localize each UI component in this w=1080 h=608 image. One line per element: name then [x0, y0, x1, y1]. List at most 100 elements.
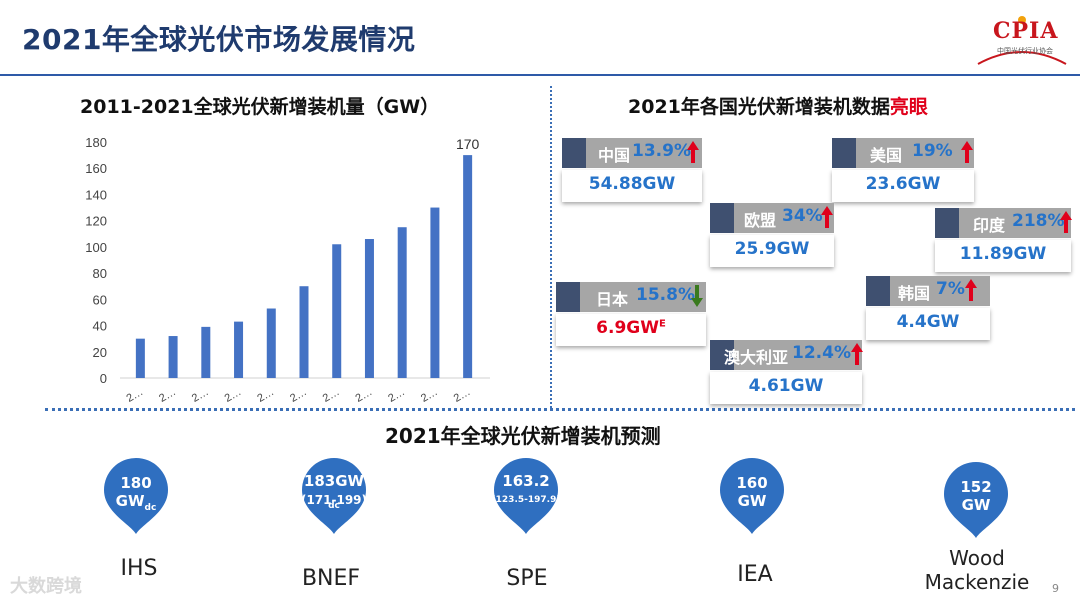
forecast-pin: 163.2 (123.5-197.9) — [490, 456, 562, 536]
forecast-line1: 160 — [736, 474, 768, 492]
y-tick-label: 20 — [93, 345, 107, 360]
country-growth: 19% — [912, 141, 953, 161]
country-value-box — [562, 170, 702, 202]
bar — [332, 244, 342, 378]
country-value-box — [832, 170, 974, 202]
country-growth: 13.9% — [632, 141, 691, 161]
country-name: 中国 — [598, 146, 631, 165]
countries-title: 2021年各国光伏新增装机数据亮眼 — [628, 92, 928, 119]
country-card: 澳大利亚 12.4% 4.61GW — [710, 340, 863, 406]
y-tick-label: 0 — [100, 371, 107, 386]
country-card: 欧盟 34% 25.9GW — [710, 203, 834, 269]
forecast-org: IEA — [737, 562, 773, 587]
country-value: 11.89GW — [935, 244, 1071, 264]
country-value-text: 54.88GW — [588, 174, 676, 194]
forecast-value: 152 GW — [940, 478, 1012, 521]
x-tick-label: 2… — [288, 386, 309, 405]
country-growth: 218% — [1012, 211, 1065, 231]
country-card: 中国 13.9% 54.88GW — [562, 138, 702, 204]
x-tick-label: 2… — [124, 386, 145, 405]
country-name: 印度 — [973, 216, 1006, 235]
y-tick-label: 180 — [85, 135, 107, 150]
country-card: 日本 15.8% 6.9GWE — [556, 282, 706, 348]
country-marker — [935, 208, 959, 238]
x-tick-label: 2… — [386, 386, 407, 405]
country-value-text: 25.9GW — [734, 239, 810, 259]
forecast-line1: 183GW — [303, 472, 365, 490]
country-value-box — [710, 372, 862, 404]
forecast-line1: 152 — [960, 478, 992, 496]
country-name: 韩国 — [898, 284, 931, 303]
x-tick-label: 2… — [255, 386, 276, 405]
forecast-line2: GW — [961, 496, 991, 514]
x-tick-label: 2… — [223, 386, 244, 405]
horizontal-divider — [45, 408, 1075, 411]
country-growth: 15.8% — [636, 285, 695, 305]
forecast-pin: 183GW dc (171-199) — [298, 456, 370, 536]
forecast-pin: 160 GW — [716, 456, 788, 536]
page-title: 2021年全球光伏市场发展情况 — [22, 23, 416, 56]
country-value: 54.88GW — [562, 174, 702, 194]
country-marker — [710, 340, 734, 370]
forecast-title: 2021年全球光伏新增装机预测 — [385, 424, 661, 448]
country-value-text: 23.6GW — [865, 174, 941, 194]
bar — [135, 338, 145, 378]
vertical-divider — [550, 86, 552, 408]
install-bar-chart: 0 20 40 60 80 100 120 140 160 180 2… 2… 2… 2… 2… 2… 2… 2…… — [85, 135, 490, 405]
country-value: 23.6GW — [832, 174, 974, 194]
y-tick-label: 120 — [85, 214, 107, 229]
forecast-line2: GW — [115, 492, 145, 510]
country-name: 欧盟 — [744, 211, 777, 230]
country-value-text: 4.61GW — [748, 376, 824, 396]
header-divider — [0, 74, 1080, 76]
forecast-value: 180 GWdc — [100, 474, 172, 517]
country-value-box — [556, 314, 706, 346]
country-value-box — [935, 240, 1071, 272]
arrow-up-icon — [851, 343, 863, 365]
country-growth: 7% — [936, 279, 965, 299]
country-value-text: 11.89GW — [959, 244, 1047, 264]
forecast-line1: 163.2 — [502, 472, 550, 490]
forecast-value: 163.2 — [490, 472, 562, 490]
y-tick-label: 160 — [85, 161, 107, 176]
x-tick-label: 2… — [157, 386, 178, 405]
country-growth: 12.4% — [792, 343, 851, 363]
country-header — [710, 340, 862, 370]
map-pin-icon — [720, 458, 784, 534]
country-value: 25.9GW — [710, 239, 834, 259]
countries-title-highlight: 亮眼 — [889, 96, 928, 118]
arrow-down-icon — [691, 285, 703, 307]
country-card: 韩国 7% 4.4GW — [866, 276, 990, 342]
bar — [168, 336, 178, 378]
logo-text: CPIA — [993, 18, 1059, 44]
y-tick-label: 60 — [93, 292, 107, 307]
y-tick-label: 80 — [93, 266, 107, 281]
bar — [266, 308, 276, 378]
country-marker — [866, 276, 890, 306]
arrow-up-icon — [965, 279, 977, 301]
bar — [299, 286, 309, 378]
country-value-box — [866, 308, 990, 340]
forecast-value: 183GW dc — [298, 472, 370, 515]
data-label: 170 — [456, 136, 480, 152]
country-value-sup: E — [658, 318, 666, 330]
forecast-unit-sub: dc — [328, 501, 340, 511]
map-pin-icon — [494, 458, 558, 534]
logo-subtitle: 中国光伏行业协会 — [997, 47, 1053, 55]
country-value-text: 4.4GW — [896, 312, 960, 332]
countries-title-main: 2021年各国光伏新增装机数据 — [628, 96, 890, 118]
forecast-unit-sub: dc — [144, 503, 157, 513]
arrow-up-icon — [687, 141, 699, 163]
forecast-pin: 180 GWdc — [100, 456, 172, 536]
forecast-org: BNEF — [301, 566, 361, 591]
x-tick-label: 2… — [190, 386, 211, 405]
bar — [463, 155, 473, 378]
watermark: 大数跨境 — [10, 576, 82, 597]
bar — [234, 321, 244, 378]
forecast-value: 160 GW — [716, 474, 788, 517]
forecast-range: (171-199) — [300, 493, 368, 507]
forecast-pin: 152 GW — [940, 460, 1012, 540]
country-marker — [710, 203, 734, 233]
country-value: 4.4GW — [866, 312, 990, 332]
forecast-line1: 180 — [120, 474, 152, 492]
